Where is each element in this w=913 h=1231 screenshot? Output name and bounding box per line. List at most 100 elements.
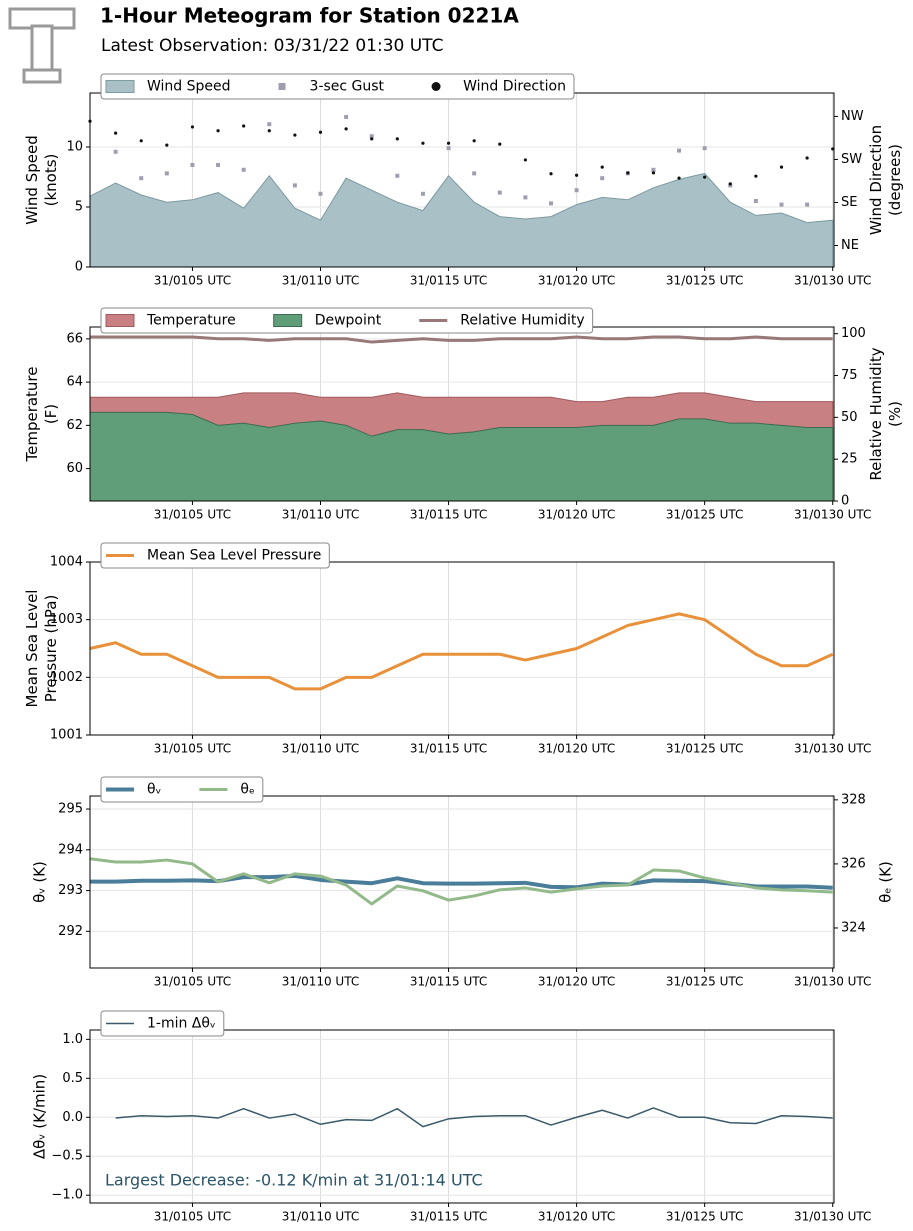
legend-box [100, 73, 575, 100]
legend-label: Wind Direction [463, 79, 566, 95]
y2-axis-label: (degrees) [886, 144, 904, 216]
plot-area [115, 1107, 833, 1128]
y2-tick-label: NE [841, 238, 859, 253]
x-tick-label: 31/0115 UTC [410, 274, 487, 288]
legend-box [100, 1010, 225, 1037]
plot-area [89, 612, 834, 691]
legend-swatch [273, 314, 303, 327]
gust-marker [190, 163, 195, 167]
y-tick-label: 5 [75, 200, 83, 215]
y2-tick-label: SW [841, 152, 862, 167]
y-axis-label: θᵥ (K) [31, 861, 49, 903]
y2-tick-label: 324 [841, 920, 866, 935]
y-axis-label: Temperature [23, 366, 41, 462]
legend-swatch [105, 80, 135, 93]
x-tick-label: 31/0120 UTC [538, 742, 615, 756]
gust-marker [497, 190, 502, 195]
y-tick-label: 292 [58, 924, 83, 939]
y-axis-label: (knots) [42, 154, 60, 207]
gust-marker [216, 163, 221, 167]
x-tick-label: 31/0120 UTC [538, 1210, 615, 1224]
gust-marker [779, 202, 784, 207]
gust-marker [241, 167, 246, 172]
x-tick-label: 31/0110 UTC [282, 975, 359, 989]
y-tick-label: −0.5 [51, 1149, 83, 1164]
x-tick-label: 31/0115 UTC [410, 742, 487, 756]
x-tick-label: 31/0120 UTC [538, 975, 615, 989]
direction-marker [472, 139, 476, 143]
panel: 31/0105 UTC 31/0110 UTC 31/0115 UTC 31/0120… [23, 307, 904, 522]
legend: Wind Speed 3-sec Gust Wind Direction [100, 73, 575, 100]
y-tick-label: 1003 [50, 612, 83, 627]
gust-marker [472, 171, 477, 176]
y-axis-label: Wind Speed [23, 135, 41, 225]
legend: Temperature Dewpoint Relative Humidity [100, 307, 594, 334]
x-tick-label: 31/0125 UTC [666, 274, 743, 288]
y-tick-label: 66 [66, 331, 83, 346]
legend-label: θᵥ [147, 782, 161, 798]
x-tick-label: 31/0120 UTC [538, 274, 615, 288]
direction-marker [703, 175, 707, 179]
x-tick-label: 31/0125 UTC [666, 508, 743, 522]
plot-area [89, 857, 833, 906]
y2-axis-label: Relative Humidity [867, 347, 885, 480]
x-tick-label: 31/0110 UTC [282, 508, 359, 522]
logo [8, 7, 76, 84]
y2-tick-label: 75 [841, 368, 858, 383]
y-tick-label: 64 [66, 375, 83, 390]
direction-marker [600, 165, 604, 169]
gust-marker [292, 183, 297, 188]
y-tick-label: 0.5 [62, 1071, 83, 1086]
x-tick-label: 31/0130 UTC [794, 975, 871, 989]
direction-marker [165, 143, 169, 147]
y-tick-label: 294 [58, 842, 83, 857]
gust-marker [805, 202, 810, 207]
direction-marker [242, 124, 246, 128]
y-tick-label: 1001 [50, 728, 83, 743]
plot-area [88, 115, 835, 268]
x-tick-label: 31/0105 UTC [154, 274, 231, 288]
gust-marker [651, 167, 656, 172]
subtitle: Latest Observation: 03/31/22 01:30 UTC [101, 36, 443, 56]
y-tick-label: 1.0 [62, 1032, 83, 1047]
direction-marker [626, 171, 630, 175]
gust-marker [753, 199, 758, 203]
x-tick-label: 31/0130 UTC [794, 742, 871, 756]
y2-axis-label: (%) [886, 401, 904, 427]
direction-marker [728, 182, 732, 186]
legend-label: Wind Speed [147, 79, 231, 95]
gust-marker [395, 173, 400, 178]
direction-marker [114, 131, 118, 135]
x-tick-label: 31/0115 UTC [410, 975, 487, 989]
gust-marker [702, 146, 707, 151]
gust-marker [113, 149, 118, 154]
x-tick-label: 31/0130 UTC [794, 274, 871, 288]
x-tick-label: 31/0105 UTC [154, 742, 231, 756]
x-tick-label: 31/0130 UTC [794, 1210, 871, 1224]
y2-tick-label: 326 [841, 856, 866, 871]
panel: 31/0105 UTC 31/0110 UTC 31/0115 UTC 31/0120… [23, 542, 871, 756]
legend-box [100, 307, 594, 334]
direction-marker [446, 141, 451, 145]
y2-tick-label: 25 [841, 452, 858, 467]
x-tick-label: 31/0130 UTC [794, 508, 871, 522]
legend-swatch [278, 83, 286, 90]
x-tick-label: 31/0110 UTC [282, 274, 359, 288]
line [115, 1107, 833, 1128]
legend-label: Relative Humidity [460, 313, 584, 329]
y-tick-label: 10 [66, 140, 83, 155]
legend-label: θₑ [240, 782, 254, 798]
x-tick-label: 31/0125 UTC [666, 975, 743, 989]
title: 1-Hour Meteogram for Station 0221A [100, 4, 519, 28]
direction-marker [523, 158, 527, 162]
y2-tick-label: NW [841, 109, 864, 124]
gust-marker [139, 176, 144, 181]
y-tick-label: 0 [75, 260, 83, 275]
x-tick-label: 31/0115 UTC [410, 508, 487, 522]
gust-marker [267, 122, 272, 127]
x-tick-label: 31/0115 UTC [410, 1210, 487, 1224]
annotation: Largest Decrease: -0.12 K/min at 31/01:1… [105, 1171, 483, 1190]
line [90, 873, 833, 890]
legend: Mean Sea Level Pressure [100, 542, 330, 569]
direction-marker [293, 133, 297, 137]
